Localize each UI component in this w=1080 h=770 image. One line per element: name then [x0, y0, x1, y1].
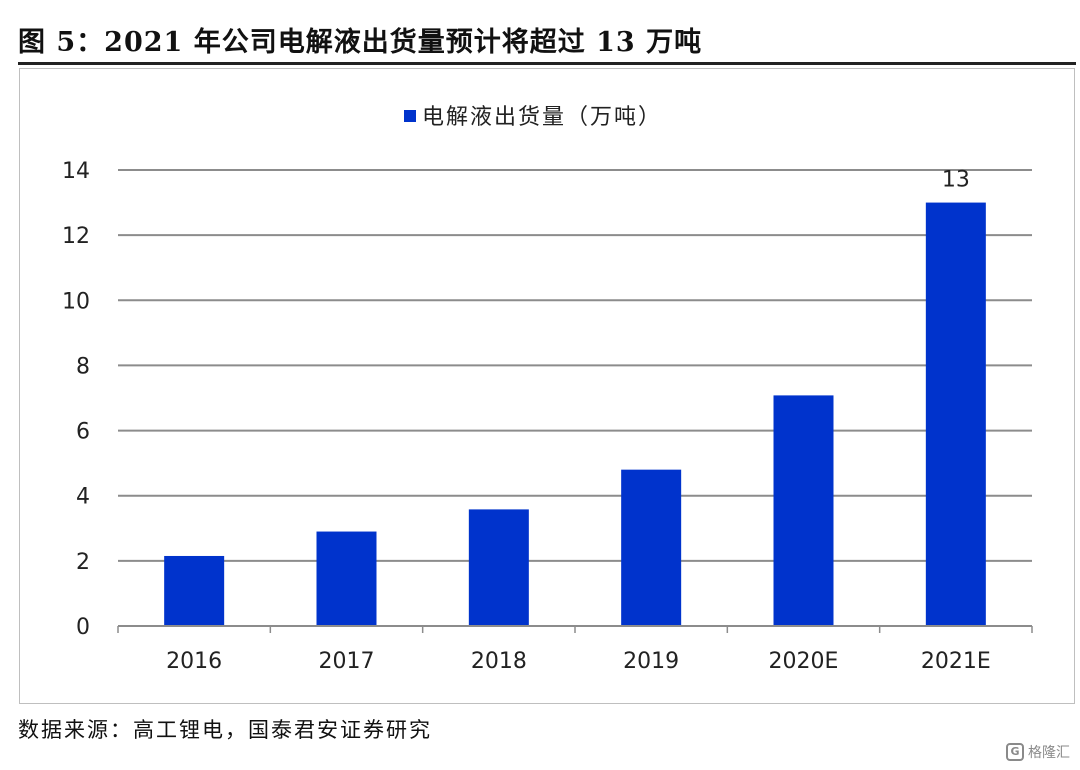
x-tick-label: 2019 — [623, 649, 679, 674]
source-note: 数据来源：高工锂电，国泰君安证券研究 — [18, 718, 432, 742]
y-tick-label: 12 — [62, 224, 90, 249]
x-axis: 2016 2017 2018 2019 2020E 2021E — [117, 625, 1033, 674]
bar — [621, 469, 682, 626]
legend: 电解液出货量（万吨） — [404, 105, 662, 130]
x-tick-label: 2016 — [166, 649, 222, 674]
y-tick-label: 4 — [76, 485, 90, 510]
title-divider — [18, 62, 1076, 65]
data-labels: 13 — [942, 168, 970, 193]
bar — [316, 531, 377, 626]
bar — [925, 202, 986, 627]
bars — [164, 202, 986, 627]
chart-frame: 电解液出货量（万吨） 0 2 4 6 8 10 12 14 13 2016 2017 2018 20… — [19, 68, 1075, 704]
x-tick-label: 2017 — [319, 649, 375, 674]
y-tick-label: 2 — [76, 550, 90, 575]
x-tick-label: 2020E — [769, 649, 839, 674]
y-tick-label: 6 — [76, 420, 90, 445]
watermark: G 格隆汇 — [1006, 742, 1070, 762]
figure-title: 图 5：2021 年公司电解液出货量预计将超过 13 万吨 — [18, 27, 703, 58]
watermark-text: 格隆汇 — [1028, 745, 1070, 761]
bar — [468, 509, 529, 626]
legend-label: 电解液出货量（万吨） — [422, 105, 662, 130]
y-tick-label: 8 — [76, 354, 90, 379]
bar — [773, 395, 834, 626]
watermark-logo-icon: G — [1006, 743, 1024, 761]
y-tick-label: 0 — [76, 615, 90, 640]
x-tick-label: 2021E — [921, 649, 991, 674]
grid-lines — [118, 169, 1032, 562]
data-label: 13 — [942, 168, 970, 193]
y-axis-ticks: 0 2 4 6 8 10 12 14 — [62, 159, 90, 640]
y-tick-label: 10 — [62, 289, 90, 314]
legend-swatch — [404, 110, 416, 122]
x-tick-label: 2018 — [471, 649, 527, 674]
y-tick-label: 14 — [62, 159, 90, 184]
bar — [164, 555, 225, 626]
